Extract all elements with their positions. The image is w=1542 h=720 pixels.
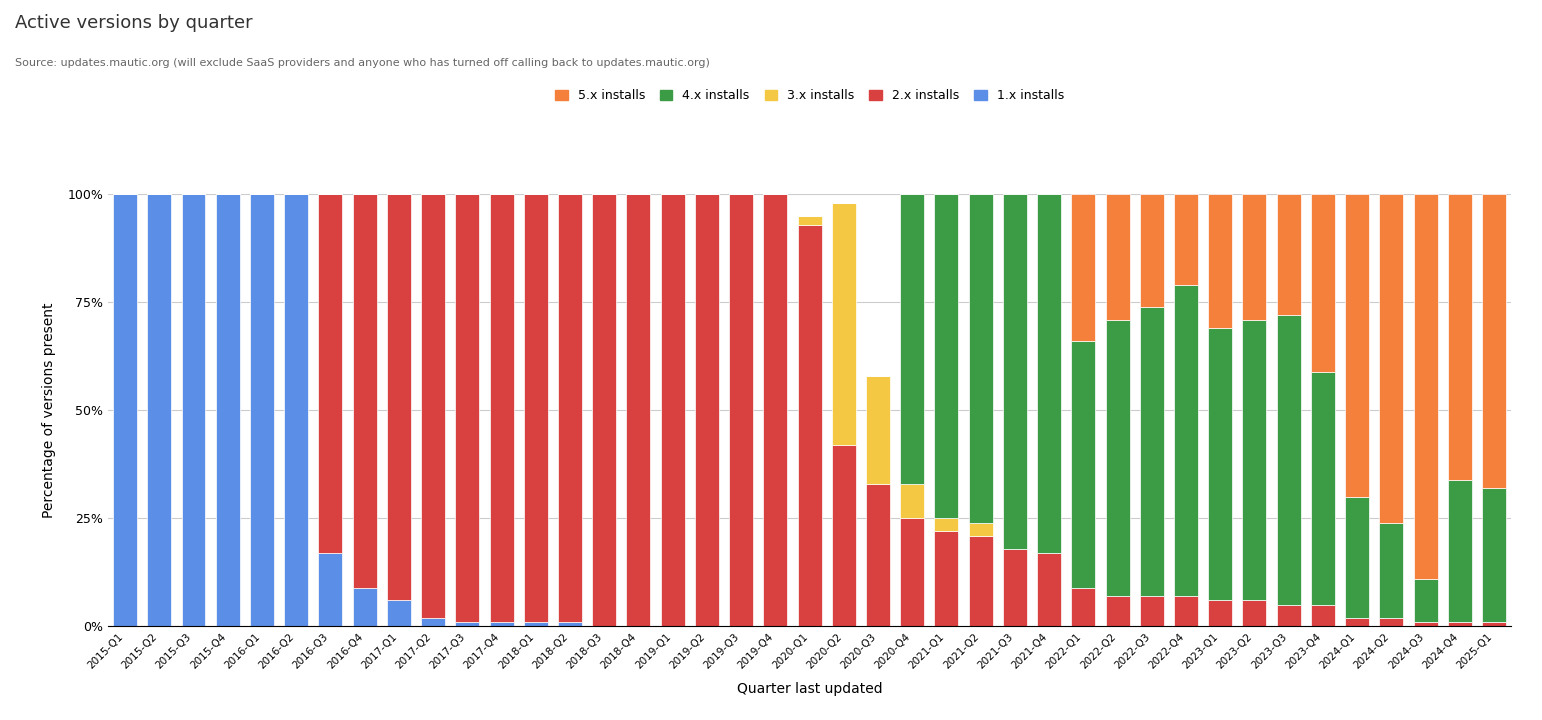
Bar <box>1173 194 1198 285</box>
Bar <box>968 536 993 626</box>
Bar <box>1140 194 1164 307</box>
Bar <box>660 194 685 626</box>
Bar <box>318 194 342 553</box>
Text: Source: updates.mautic.org (will exclude SaaS providers and anyone who has turne: Source: updates.mautic.org (will exclude… <box>15 58 711 68</box>
Bar <box>797 216 822 225</box>
Bar <box>1448 622 1471 626</box>
Bar <box>421 618 446 626</box>
Bar <box>387 194 410 600</box>
Bar <box>148 194 171 626</box>
Bar <box>216 194 239 626</box>
Bar <box>1311 194 1335 372</box>
Bar <box>1209 600 1232 626</box>
Text: Active versions by quarter: Active versions by quarter <box>15 14 253 32</box>
Bar <box>968 194 993 523</box>
Bar <box>934 194 959 518</box>
Bar <box>1448 194 1471 480</box>
Bar <box>1002 549 1027 626</box>
Bar <box>1140 307 1164 596</box>
Bar <box>1311 372 1335 605</box>
Bar <box>695 194 719 626</box>
Bar <box>1106 194 1130 320</box>
Bar <box>1414 579 1437 622</box>
Bar <box>182 194 205 626</box>
Bar <box>113 194 137 626</box>
Bar <box>1311 605 1335 626</box>
Bar <box>831 445 856 626</box>
Bar <box>1277 194 1301 315</box>
Bar <box>1173 285 1198 596</box>
Bar <box>558 194 581 622</box>
Bar <box>901 194 924 484</box>
Bar <box>353 194 376 588</box>
Bar <box>831 203 856 445</box>
Bar <box>387 600 410 626</box>
Bar <box>626 194 651 626</box>
Bar <box>901 518 924 626</box>
Bar <box>1106 320 1130 596</box>
Bar <box>1380 523 1403 618</box>
Bar <box>489 622 513 626</box>
Bar <box>1243 320 1266 600</box>
Bar <box>1277 315 1301 605</box>
Bar <box>1414 194 1437 579</box>
Bar <box>1072 341 1095 588</box>
Bar <box>934 531 959 626</box>
Bar <box>489 194 513 622</box>
Bar <box>1140 596 1164 626</box>
Bar <box>1106 596 1130 626</box>
Bar <box>1448 480 1471 622</box>
X-axis label: Quarter last updated: Quarter last updated <box>737 682 882 696</box>
Bar <box>1482 488 1507 622</box>
Bar <box>1380 194 1403 523</box>
Bar <box>1038 553 1061 626</box>
Bar <box>524 194 547 622</box>
Bar <box>421 194 446 618</box>
Bar <box>729 194 752 626</box>
Bar <box>934 518 959 531</box>
Bar <box>1209 194 1232 328</box>
Bar <box>1002 194 1027 549</box>
Bar <box>867 484 890 626</box>
Bar <box>1380 618 1403 626</box>
Bar <box>1345 497 1369 618</box>
Bar <box>1209 328 1232 600</box>
Y-axis label: Percentage of versions present: Percentage of versions present <box>42 302 56 518</box>
Bar <box>1345 194 1369 497</box>
Legend: 5.x installs, 4.x installs, 3.x installs, 2.x installs, 1.x installs: 5.x installs, 4.x installs, 3.x installs… <box>550 84 1069 107</box>
Bar <box>353 588 376 626</box>
Bar <box>250 194 274 626</box>
Bar <box>284 194 308 626</box>
Bar <box>1243 600 1266 626</box>
Bar <box>867 376 890 484</box>
Bar <box>558 622 581 626</box>
Bar <box>1243 194 1266 320</box>
Bar <box>1277 605 1301 626</box>
Bar <box>1482 622 1507 626</box>
Bar <box>1038 194 1061 553</box>
Bar <box>901 484 924 518</box>
Bar <box>318 553 342 626</box>
Bar <box>455 194 480 622</box>
Bar <box>1173 596 1198 626</box>
Bar <box>455 622 480 626</box>
Bar <box>1072 588 1095 626</box>
Bar <box>592 194 617 626</box>
Bar <box>1072 194 1095 341</box>
Bar <box>968 523 993 536</box>
Bar <box>1482 194 1507 488</box>
Bar <box>763 194 788 626</box>
Bar <box>1414 622 1437 626</box>
Bar <box>797 225 822 626</box>
Bar <box>1345 618 1369 626</box>
Bar <box>524 622 547 626</box>
